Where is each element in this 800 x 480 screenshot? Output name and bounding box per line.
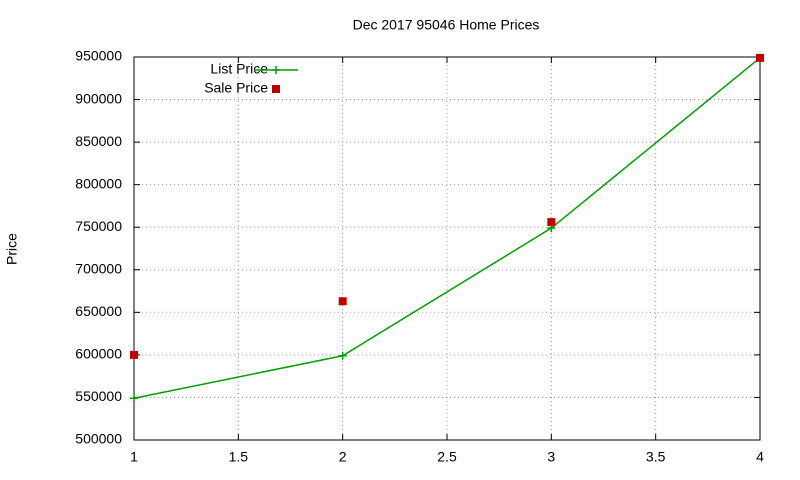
x-tick-label: 3.5 — [646, 449, 666, 465]
legend-label: Sale Price — [204, 80, 268, 96]
y-tick-label: 600000 — [75, 346, 122, 362]
x-tick-label: 3 — [547, 449, 555, 465]
data-point — [130, 350, 138, 359]
data-point — [338, 297, 347, 306]
x-tick-label: 2.5 — [437, 449, 457, 465]
plot-border — [133, 56, 761, 441]
x-tick-label: 1.5 — [229, 449, 249, 465]
x-tick-label: 1 — [130, 449, 138, 465]
data-point — [130, 394, 138, 403]
y-tick-label: 650000 — [75, 303, 122, 319]
y-tick-label: 900000 — [75, 90, 122, 106]
y-tick-label: 850000 — [75, 133, 122, 149]
y-tick-label: 750000 — [75, 218, 122, 234]
legend-label: List Price — [210, 61, 268, 77]
y-tick-label: 800000 — [75, 175, 122, 191]
legend-marker — [272, 85, 280, 93]
data-point — [756, 53, 764, 62]
data-point — [338, 351, 347, 360]
y-tick-label: 500000 — [75, 431, 122, 447]
y-axis-label: Price — [4, 233, 20, 265]
x-tick-label: 2 — [339, 449, 347, 465]
legend-marker — [272, 66, 280, 74]
data-point — [547, 218, 556, 227]
chart-title: Dec 2017 95046 Home Prices — [353, 17, 540, 33]
y-tick-label: 550000 — [75, 388, 122, 404]
y-tick-label: 950000 — [75, 48, 122, 64]
x-tick-label: 4 — [756, 449, 764, 465]
y-tick-label: 700000 — [75, 260, 122, 276]
series-line — [133, 57, 761, 400]
